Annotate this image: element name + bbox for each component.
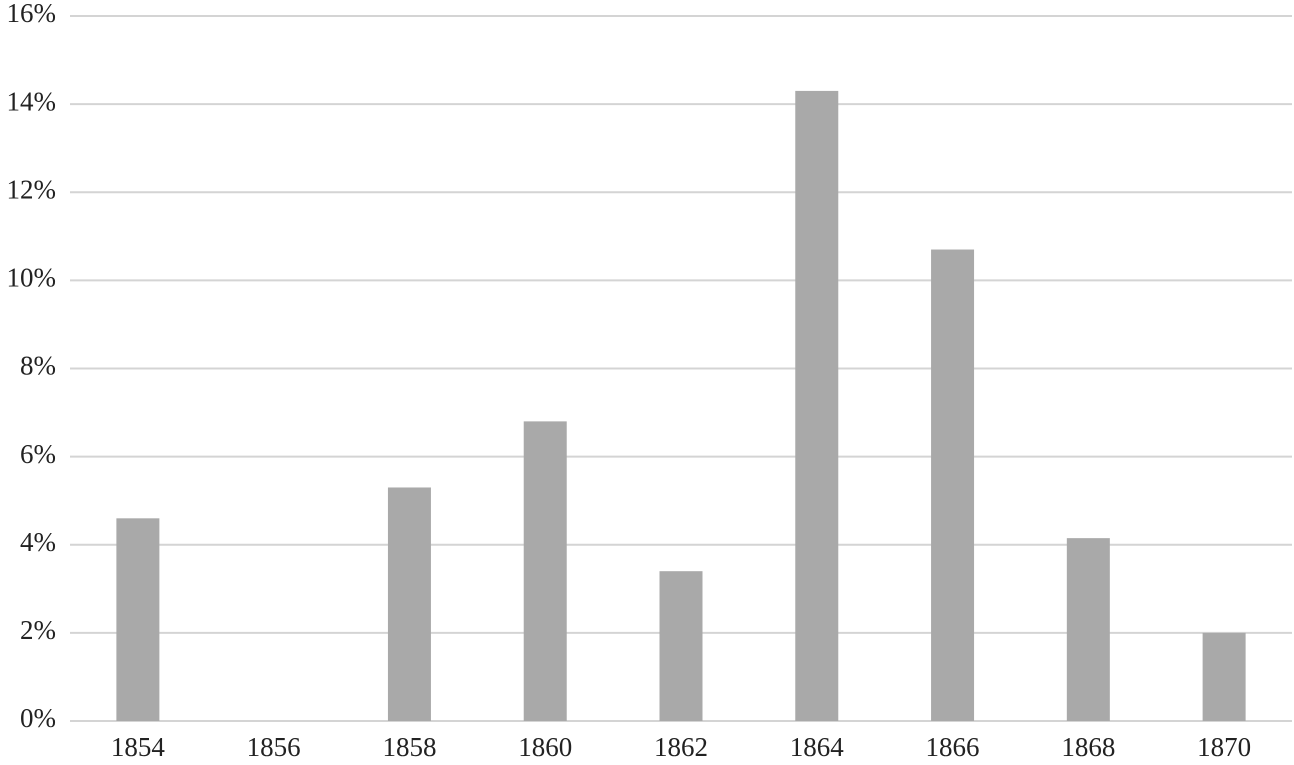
x-tick-label: 1864 xyxy=(790,732,845,762)
bar xyxy=(1066,538,1110,721)
y-tick-label: 4% xyxy=(20,527,56,557)
x-tick-label: 1860 xyxy=(518,732,572,762)
x-tick-label: 1866 xyxy=(926,732,980,762)
y-tick-label: 16% xyxy=(7,0,57,28)
x-tick-label: 1854 xyxy=(111,732,166,762)
bar xyxy=(1202,632,1246,721)
bar xyxy=(116,518,160,721)
x-tick-label: 1858 xyxy=(382,732,436,762)
bar xyxy=(931,249,975,721)
y-tick-label: 14% xyxy=(7,86,57,116)
bar xyxy=(795,90,839,721)
x-tick-label: 1862 xyxy=(654,732,708,762)
y-tick-label: 6% xyxy=(20,439,56,469)
y-tick-label: 10% xyxy=(7,263,57,293)
y-tick-label: 8% xyxy=(20,351,56,381)
x-tick-label: 1868 xyxy=(1061,732,1115,762)
y-tick-label: 2% xyxy=(20,615,56,645)
y-tick-label: 12% xyxy=(7,174,57,204)
x-tick-label: 1856 xyxy=(247,732,301,762)
bar xyxy=(659,571,703,721)
y-tick-label: 0% xyxy=(20,703,56,733)
bar xyxy=(523,421,567,721)
bar xyxy=(387,487,431,721)
x-tick-label: 1870 xyxy=(1197,732,1251,762)
